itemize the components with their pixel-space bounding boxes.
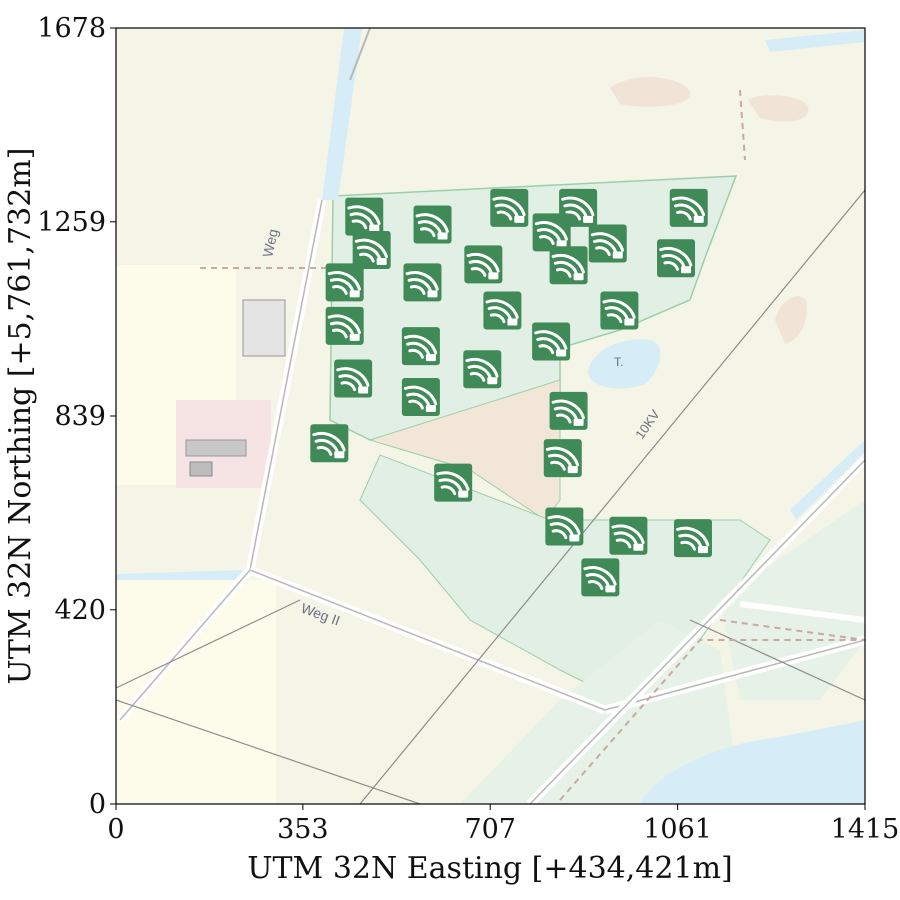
wind-turbine-icon	[543, 439, 582, 478]
axis-ticks: 0 353 707 1061 1415 0 420 839 1259 1678	[37, 13, 899, 845]
wind-turbine-icon	[403, 263, 442, 302]
wind-turbine-icon	[463, 350, 502, 389]
x-tick-label: 0	[107, 814, 124, 845]
wind-turbine-icon	[401, 327, 440, 366]
patch-ne-3	[775, 296, 807, 344]
x-axis-label: UTM 32N Easting [+434,421m]	[247, 851, 732, 886]
y-tick-label: 839	[54, 401, 106, 432]
wind-turbine-icon	[669, 188, 708, 227]
wind-turbine-icon	[657, 239, 696, 278]
wind-turbine-icon	[345, 197, 384, 236]
x-tick-label: 707	[464, 814, 516, 845]
pond	[588, 339, 661, 389]
wind-turbine-icon	[588, 224, 627, 263]
building-1	[185, 439, 247, 457]
power-lines	[116, 189, 865, 804]
wind-turbine-icon	[532, 322, 571, 361]
wind-turbine-icon	[483, 291, 522, 330]
patch-ne-2	[748, 95, 809, 122]
wind-turbine-icon	[352, 230, 391, 269]
y-tick-label: 420	[54, 595, 106, 626]
road-label-weg: Weg	[259, 227, 281, 258]
wind-turbine-icon	[673, 519, 712, 558]
x-tick-label: 1415	[831, 814, 900, 845]
x-tick-label: 353	[277, 814, 329, 845]
canal	[322, 28, 362, 200]
y-tick-label: 1678	[37, 13, 106, 44]
wind-turbine-icon	[310, 424, 349, 463]
wind-turbine-icon	[434, 463, 473, 502]
y-tick-label: 0	[89, 789, 106, 820]
wind-turbine-icon	[490, 188, 529, 227]
wind-turbine-icon	[464, 245, 503, 284]
stream-se	[790, 440, 865, 520]
wind-turbine-icon	[413, 205, 452, 244]
basemap: Weg Weg II 10KV T.	[116, 28, 865, 804]
wind-turbine-icon	[401, 378, 440, 417]
pond-label: T.	[614, 355, 623, 369]
wind-turbine-icon	[532, 213, 571, 252]
lake	[640, 720, 865, 804]
wind-turbine-icon	[334, 359, 373, 398]
stream-west	[116, 570, 245, 580]
wind-turbine-icon	[325, 263, 364, 302]
wind-turbine-icon	[549, 391, 588, 430]
wind-turbine-icon	[549, 246, 588, 285]
y-axis-label: UTM 32N Northing [+5,761,732m]	[3, 148, 38, 685]
y-tick-label: 1259	[37, 207, 106, 238]
canal-ne	[765, 30, 865, 52]
dashed-boundary	[200, 89, 865, 801]
wind-turbine-icon	[609, 516, 648, 555]
x-tick-label: 1061	[643, 814, 712, 845]
turbine-markers	[310, 188, 712, 597]
building-2	[189, 461, 213, 477]
patch-ne-1	[610, 77, 691, 107]
building-3	[242, 299, 286, 357]
wind-turbine-icon	[545, 507, 584, 546]
wind-turbine-icon	[325, 306, 364, 345]
wind-turbine-icon	[581, 558, 620, 597]
wind-turbine-icon	[600, 291, 639, 330]
